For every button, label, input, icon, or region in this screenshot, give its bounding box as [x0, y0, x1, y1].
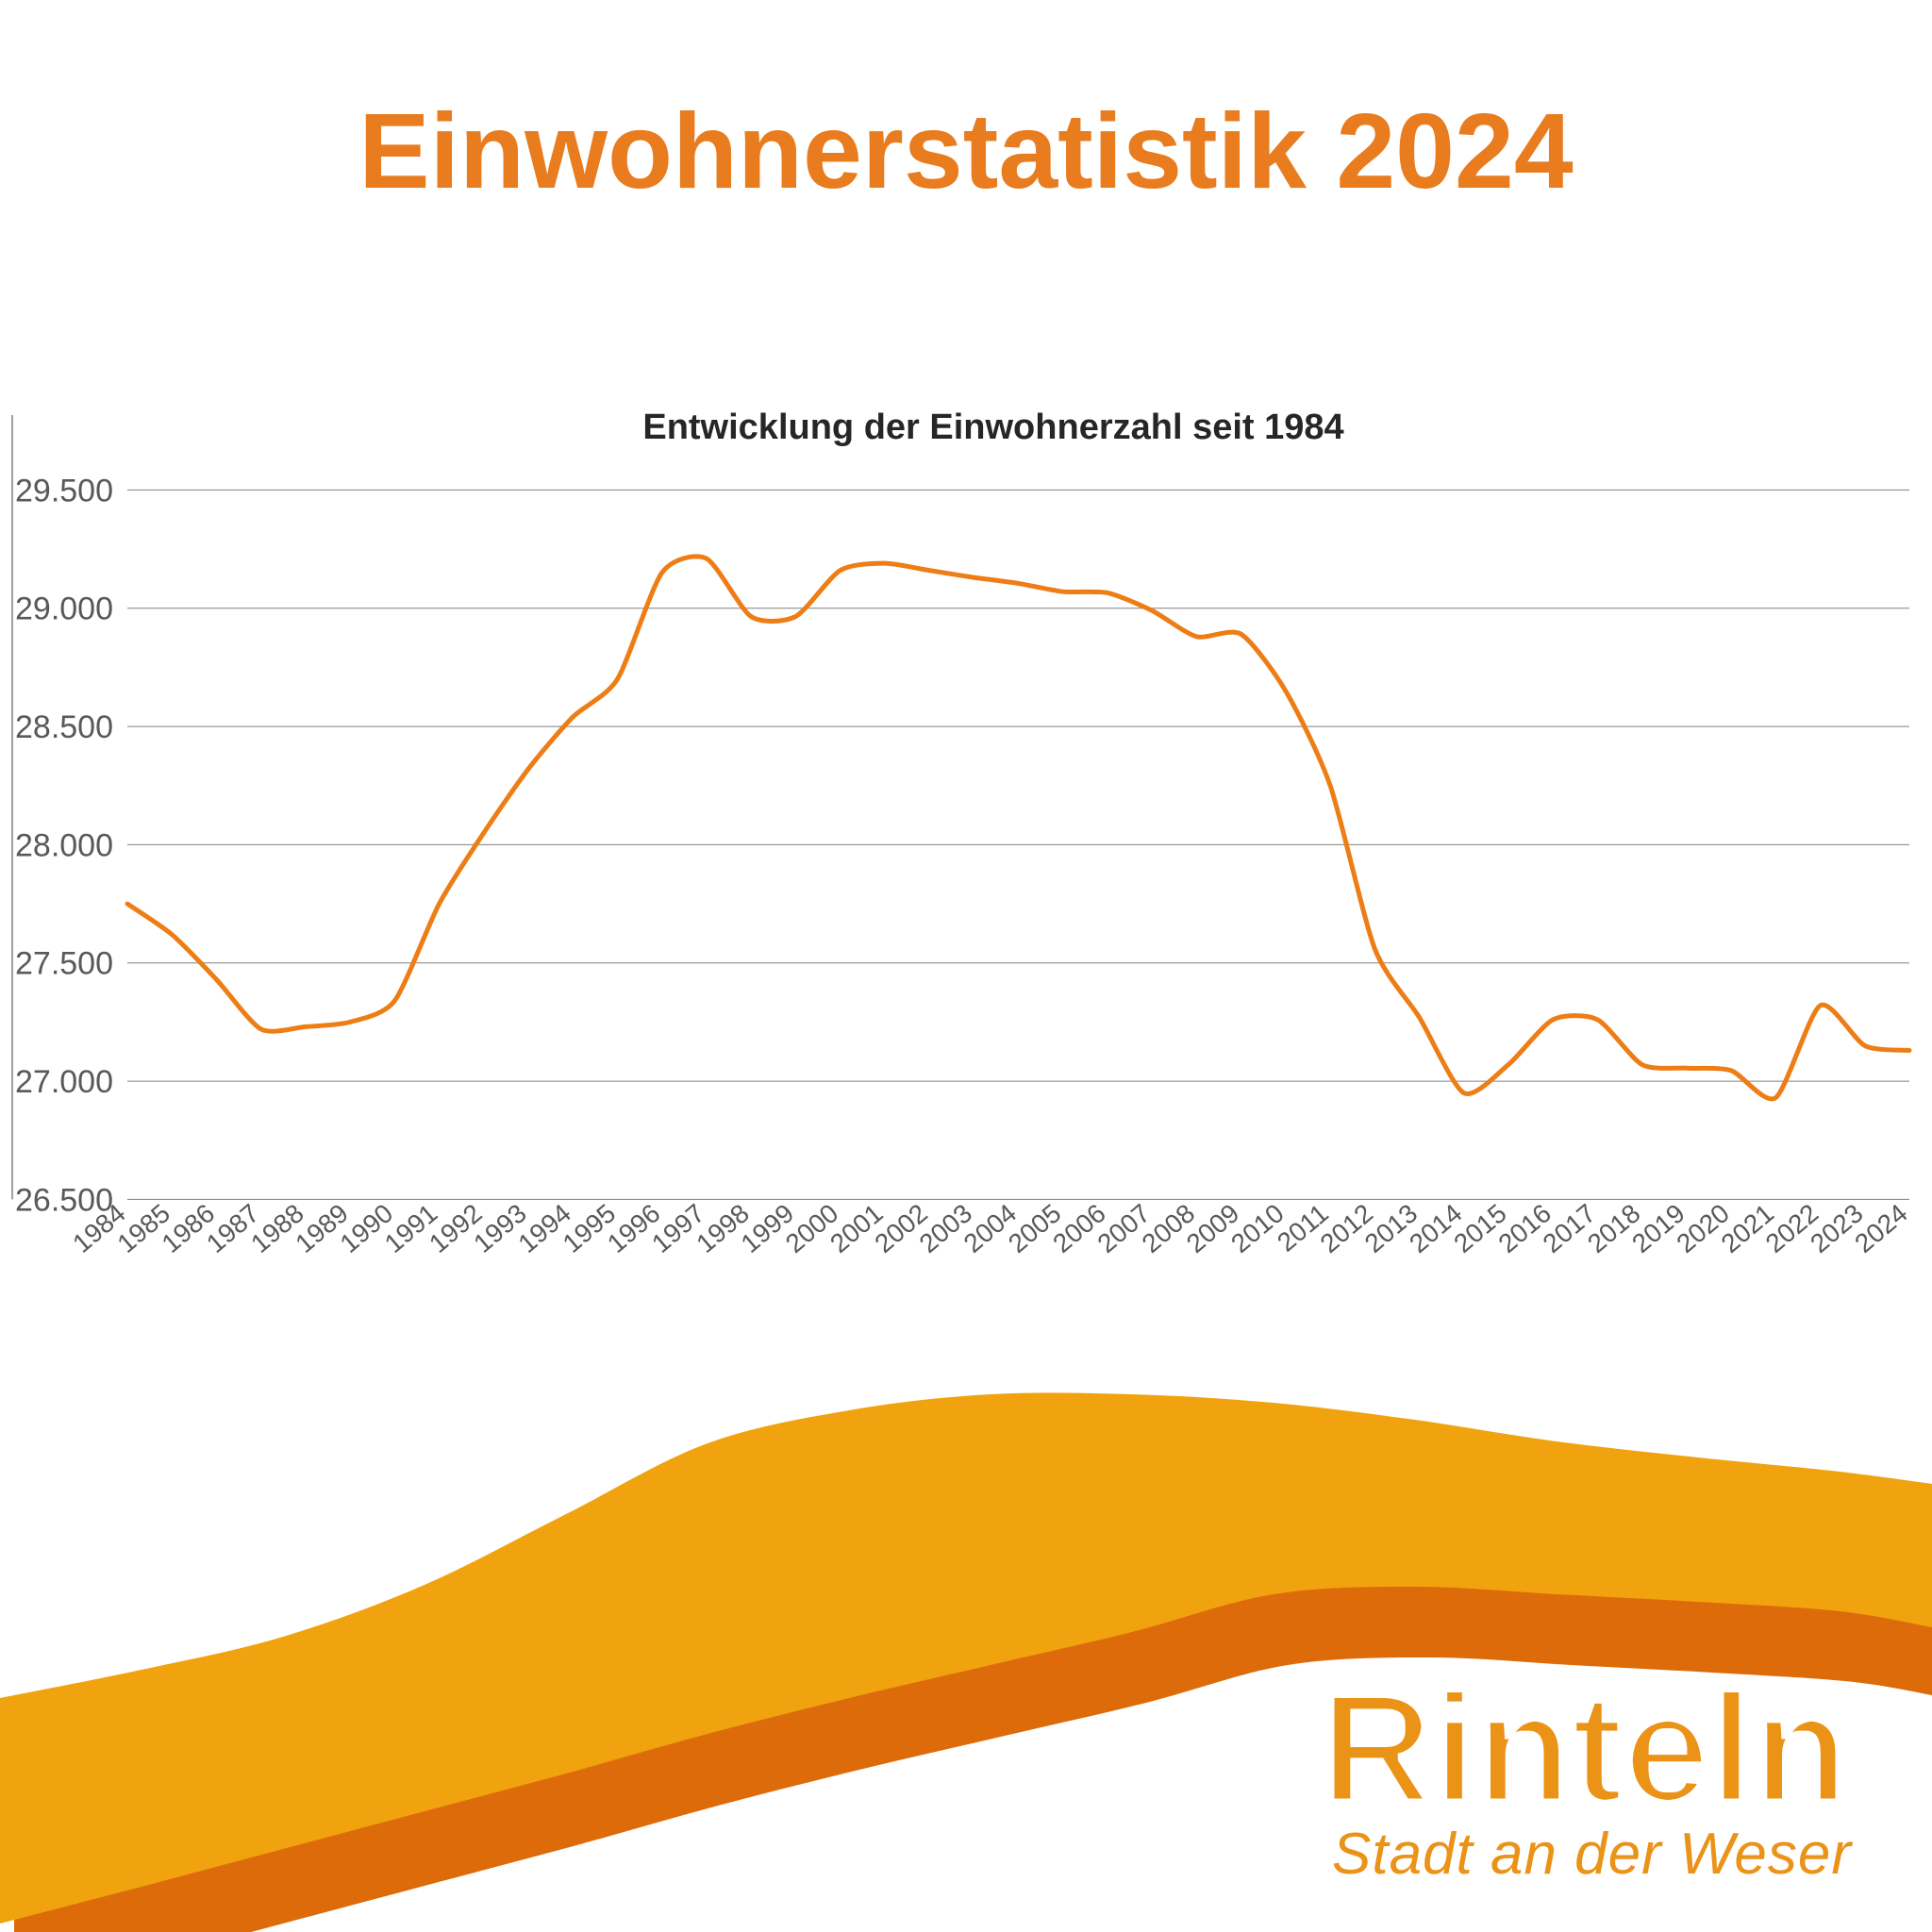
svg-text:Entwicklung der Einwohnerzahl: Entwicklung der Einwohnerzahl seit 1984 — [642, 408, 1343, 447]
svg-text:27.000: 27.000 — [15, 1064, 113, 1100]
svg-text:Rinteln: Rinteln — [1321, 1661, 1848, 1835]
svg-text:29.000: 29.000 — [15, 591, 113, 627]
svg-text:2024: 2024 — [1849, 1198, 1913, 1258]
svg-text:28.000: 28.000 — [15, 827, 113, 863]
svg-text:29.500: 29.500 — [15, 473, 113, 508]
svg-text:27.500: 27.500 — [15, 946, 113, 982]
svg-text:28.500: 28.500 — [15, 709, 113, 745]
